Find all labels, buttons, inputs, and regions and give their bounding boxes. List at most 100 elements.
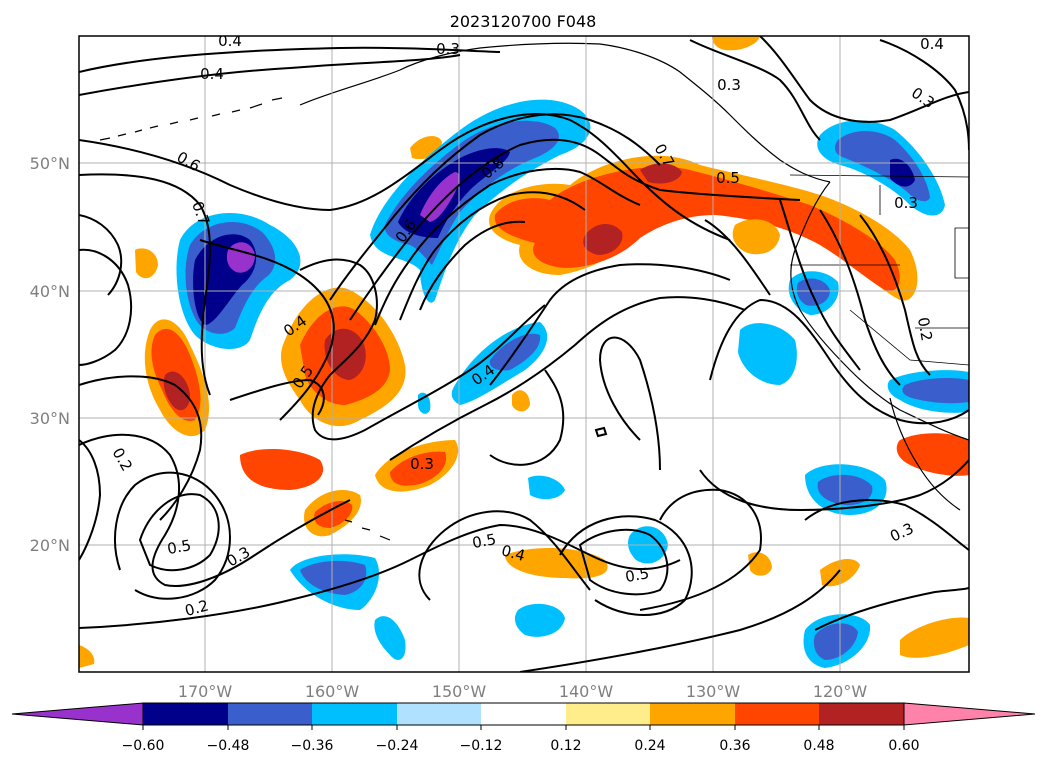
cool-anomaly — [374, 616, 406, 660]
contour-line — [598, 336, 661, 471]
contour-label: 0.4 — [200, 65, 224, 83]
contour-line — [199, 239, 335, 421]
warm-anomaly — [712, 36, 760, 51]
colorbar-extend-min — [11, 702, 144, 726]
lat-tick-label: 50°N — [30, 154, 70, 173]
contour-line — [79, 559, 411, 629]
lat-tick-label: 20°N — [30, 536, 70, 555]
aleutian-islands — [99, 97, 283, 141]
lat-tick-label: 40°N — [30, 282, 70, 301]
colorbar-bin — [312, 703, 397, 725]
alaska-coast — [299, 42, 831, 183]
cool-anomaly — [528, 475, 565, 500]
lat-tick-label: 30°N — [30, 409, 70, 428]
warm-anomaly — [79, 645, 95, 668]
colorbar-tick-label: −0.36 — [291, 738, 334, 754]
pacific-northwest-coast — [790, 181, 969, 441]
warm-anomaly — [896, 433, 969, 476]
contour-line — [79, 113, 731, 241]
warm-anomaly — [324, 328, 366, 380]
contour-label: 0.5 — [624, 564, 651, 586]
contour-label: 0.3 — [894, 194, 918, 212]
lon-tick-label: 150°W — [432, 682, 487, 701]
contour-label: 0.3 — [410, 455, 434, 473]
gridlines — [79, 36, 969, 672]
plot-area: 0.4 0.3 0.4 0.3 0.4 0.3 0.6 0.7 0.8 0.7 … — [79, 32, 969, 672]
colorbar-tick-label: 0.48 — [803, 738, 834, 754]
warm-anomaly — [314, 500, 353, 528]
contour-line — [79, 173, 211, 396]
contour-line — [814, 587, 969, 631]
contour-label: 0.5 — [471, 530, 498, 552]
colorbar-ticks — [142, 725, 905, 730]
contour-line — [859, 214, 931, 376]
contour-line — [759, 36, 969, 123]
warm-anomaly — [732, 219, 780, 255]
colorbar-tick-label: 0.36 — [719, 738, 750, 754]
contour-line — [779, 199, 861, 371]
colorbar-tick-label: −0.48 — [207, 738, 250, 754]
contour-line — [419, 220, 526, 311]
contour-label: 0.4 — [499, 541, 527, 565]
contour-line — [489, 369, 565, 466]
colorbar-bin — [735, 703, 819, 725]
contour-line — [689, 39, 821, 141]
shaded-field — [79, 36, 969, 668]
contour-line — [578, 528, 669, 596]
state-border — [789, 174, 969, 329]
warm-anomaly — [512, 390, 530, 412]
lon-tick-label: 160°W — [305, 682, 360, 701]
contour-label: 0.5 — [166, 536, 193, 558]
colorbar-bin — [650, 703, 735, 725]
contour-line — [79, 248, 133, 366]
contour-line — [79, 54, 461, 96]
contour-line — [138, 493, 220, 572]
contour-label: 0.3 — [717, 76, 741, 94]
lon-tick-label: 130°W — [686, 682, 741, 701]
cool-anomaly — [796, 278, 830, 306]
colorbar-tick-label: −0.60 — [122, 738, 165, 754]
cool-anomaly — [300, 560, 367, 595]
cool-anomaly — [813, 623, 858, 660]
warm-anomaly — [163, 371, 190, 411]
lon-tick-label: 140°W — [559, 682, 614, 701]
lon-axis: 170°W 160°W 150°W 140°W 130°W 120°W — [178, 682, 868, 701]
contour-line — [639, 488, 762, 611]
contour-line — [299, 258, 546, 441]
colorbar-bin — [397, 703, 481, 725]
colorbar: −0.60 −0.48 −0.36 −0.24 −0.12 0.12 0.24 … — [11, 702, 1036, 754]
contour-label: 0.5 — [716, 169, 740, 187]
contour-line — [79, 433, 351, 587]
cool-anomaly — [890, 158, 915, 187]
contour-line — [229, 378, 325, 416]
colorbar-bin — [566, 703, 650, 725]
coastlines — [99, 42, 969, 541]
contour-line — [79, 375, 203, 521]
warm-anomaly — [135, 248, 158, 279]
warm-anomaly — [583, 224, 623, 255]
contour-label: 0.2 — [914, 316, 936, 343]
contour-line — [329, 113, 661, 301]
lon-tick-label: 170°W — [178, 682, 233, 701]
contour-label: 0.2 — [183, 596, 211, 620]
contour-line — [114, 471, 231, 600]
warm-anomaly — [505, 548, 608, 579]
cool-anomaly — [817, 474, 873, 506]
contour-line — [79, 46, 501, 73]
contour-line — [399, 191, 586, 321]
warm-anomaly — [240, 448, 324, 490]
mexico-border — [849, 309, 969, 366]
contour-label: 0.4 — [920, 35, 944, 53]
colorbar-bin — [143, 703, 228, 725]
warm-anomaly — [494, 166, 900, 291]
contour-label: 0.4 — [218, 32, 242, 50]
contour-line — [879, 39, 969, 151]
lon-tick-label: 120°W — [813, 682, 868, 701]
contour-label: 0.3 — [436, 40, 460, 58]
warm-anomaly — [390, 451, 447, 486]
colorbar-tick-label: 0.60 — [888, 738, 919, 754]
lat-axis: 50°N 40°N 30°N 20°N — [30, 154, 70, 555]
colorbar-tick-label: −0.24 — [376, 738, 419, 754]
warm-anomaly — [640, 163, 682, 184]
